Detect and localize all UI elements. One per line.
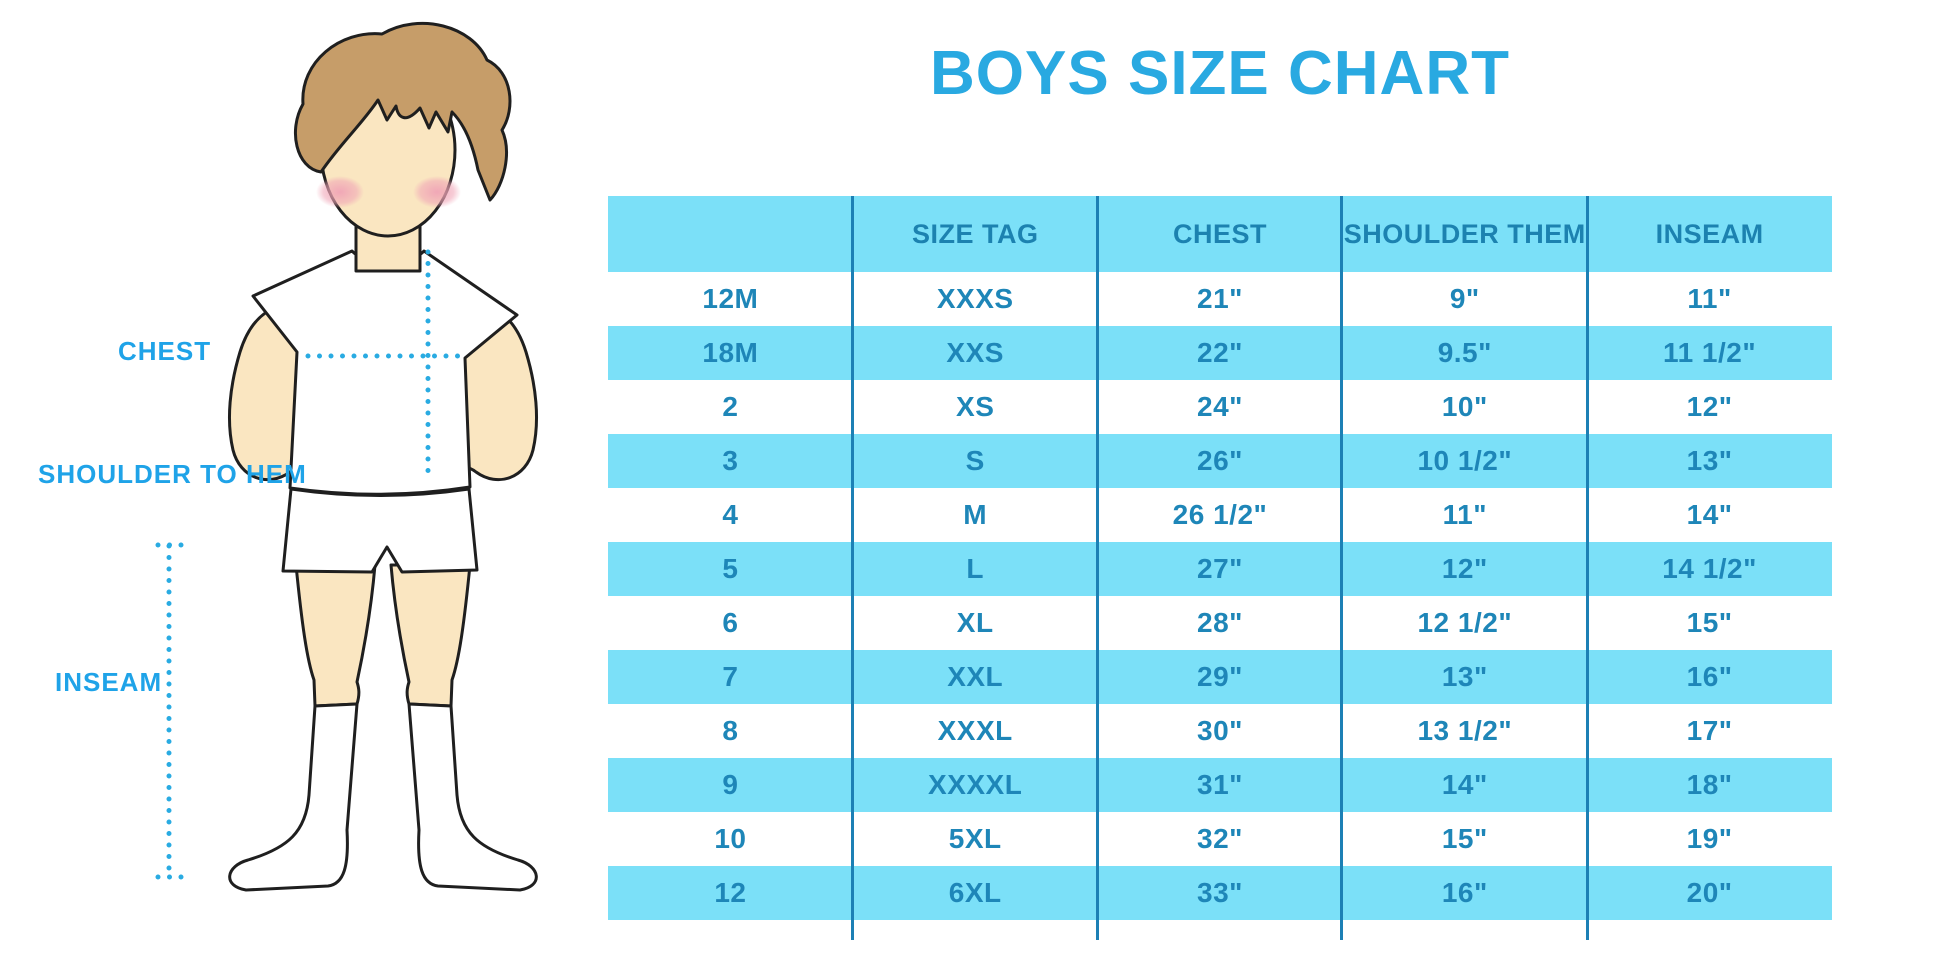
boy-right-sock (407, 702, 538, 892)
table-cell: XXXS (936, 283, 1014, 314)
column-header: INSEAM (1655, 218, 1764, 249)
measurement-dotted-lines (155, 249, 466, 880)
column-header (608, 196, 853, 272)
table-cell: 14 1/2" (1662, 553, 1757, 584)
boy-right-leg (389, 563, 472, 708)
table-cell: 15" (1686, 607, 1733, 638)
table-cell: XXL (947, 661, 1004, 692)
table-cell: XXS (946, 337, 1004, 368)
table-cell: 15" (1441, 823, 1488, 854)
table-cell: 27" (1197, 553, 1243, 584)
table-cell: M (963, 499, 988, 530)
table-row: 8 XXXL 30" 13 1/2" 17" (608, 704, 1832, 758)
table-cell: 16" (1686, 661, 1733, 692)
boy-hair (294, 21, 512, 202)
table-cell: 24" (1197, 391, 1243, 422)
table-cell: 10" (1441, 391, 1488, 422)
column-divider (1586, 196, 1589, 940)
table-row: 12 6XL 33" 16" 20" (608, 866, 1832, 920)
column-header: SIZE TAG (911, 218, 1039, 249)
table-cell: XL (956, 607, 994, 638)
table-cell: 29" (1197, 661, 1243, 692)
table-cell: 5 (722, 553, 739, 584)
table-row: 2 XS 24" 10" 12" (608, 380, 1832, 434)
table-cell: 26 1/2" (1172, 499, 1268, 530)
table-cell: 17" (1686, 715, 1733, 746)
boy-left-leg (294, 563, 377, 708)
table-cell: 30" (1197, 715, 1243, 746)
table-cell: L (966, 553, 984, 584)
table-cell: 13 1/2" (1417, 715, 1513, 746)
table-cell: 11" (1687, 283, 1732, 314)
shoulder-to-hem-label: SHOULDER TO HEM (38, 459, 307, 489)
table-cell: 12 (714, 877, 747, 908)
chest-label: CHEST (118, 336, 212, 366)
table-cell: S (965, 445, 985, 476)
column-divider (851, 196, 854, 940)
column-divider (1096, 196, 1099, 940)
table-cell: 19" (1686, 823, 1733, 854)
column-header: CHEST (1172, 218, 1267, 249)
boy-left-blush (316, 176, 364, 208)
table-cell: 22" (1197, 337, 1243, 368)
inseam-label: INSEAM (55, 667, 163, 697)
table-row: 9 XXXXL 31" 14" 18" (608, 758, 1832, 812)
table-cell: 20" (1686, 877, 1733, 908)
table-cell: 9 (722, 769, 739, 800)
table-row: 3 S 26" 10 1/2" 13" (608, 434, 1832, 488)
table-cell: 31" (1197, 769, 1243, 800)
table-cell: 7 (722, 661, 739, 692)
table-row: 10 5XL 32" 15" 19" (608, 812, 1832, 866)
table-row: 5 L 27" 12" 14 1/2" (608, 542, 1832, 596)
page-title: BOYS SIZE CHART (930, 39, 1510, 108)
table-cell: 12M (702, 283, 759, 314)
table-row: 7 XXL 29" 13" 16" (608, 650, 1832, 704)
table-row: 4 M 26 1/2" 11" 14" (608, 488, 1832, 542)
table-cell: 26" (1197, 445, 1243, 476)
table-cell: 12" (1441, 553, 1488, 584)
table-cell: 33" (1197, 877, 1243, 908)
boy-shorts (281, 487, 479, 574)
table-cell: XXXXL (928, 769, 1023, 800)
table-cell: 13" (1441, 661, 1488, 692)
table-header-row: SIZE TAG CHEST SHOULDER THEM INSEAM (608, 196, 1832, 272)
table-cell: 9.5" (1437, 337, 1492, 368)
boy-right-blush (413, 176, 461, 208)
table-row: 6 XL 28" 12 1/2" 15" (608, 596, 1832, 650)
table-cell: 11" (1442, 499, 1487, 530)
table-cell: 6 (722, 607, 739, 638)
size-table: SIZE TAG CHEST SHOULDER THEM INSEAM 12M XXXS 2… (608, 196, 1832, 940)
column-divider (1340, 196, 1343, 940)
table-cell: 13" (1686, 445, 1733, 476)
table-cell: 21" (1197, 283, 1243, 314)
table-cell: 10 1/2" (1417, 445, 1513, 476)
table-cell: 3 (722, 445, 739, 476)
table-cell: 9" (1449, 283, 1480, 314)
table-cell: 11 1/2" (1663, 337, 1757, 368)
table-cell: 8 (722, 715, 739, 746)
table-cell: 18M (702, 337, 759, 368)
table-cell: 16" (1441, 877, 1488, 908)
table-row: 12M XXXS 21" 9" 11" (608, 272, 1832, 326)
table-cell: 12" (1686, 391, 1733, 422)
table-cell: XXXL (937, 715, 1013, 746)
table-cell: 5XL (948, 823, 1002, 854)
table-cell: 18" (1686, 769, 1733, 800)
table-cell: 10 (714, 823, 747, 854)
column-header: SHOULDER THEM (1343, 218, 1586, 249)
table-row: 18M XXS 22" 9.5" 11 1/2" (608, 326, 1832, 380)
table-cell: 14" (1686, 499, 1733, 530)
table-cell: 32" (1197, 823, 1243, 854)
table-cell: 6XL (948, 877, 1002, 908)
table-cell: 12 1/2" (1417, 607, 1513, 638)
table-cell: 28" (1197, 607, 1243, 638)
boy-left-sock (228, 702, 359, 892)
table-cell: 2 (722, 391, 739, 422)
table-cell: 14" (1441, 769, 1488, 800)
table-cell: XS (956, 391, 995, 422)
table-cell: 4 (722, 499, 739, 530)
